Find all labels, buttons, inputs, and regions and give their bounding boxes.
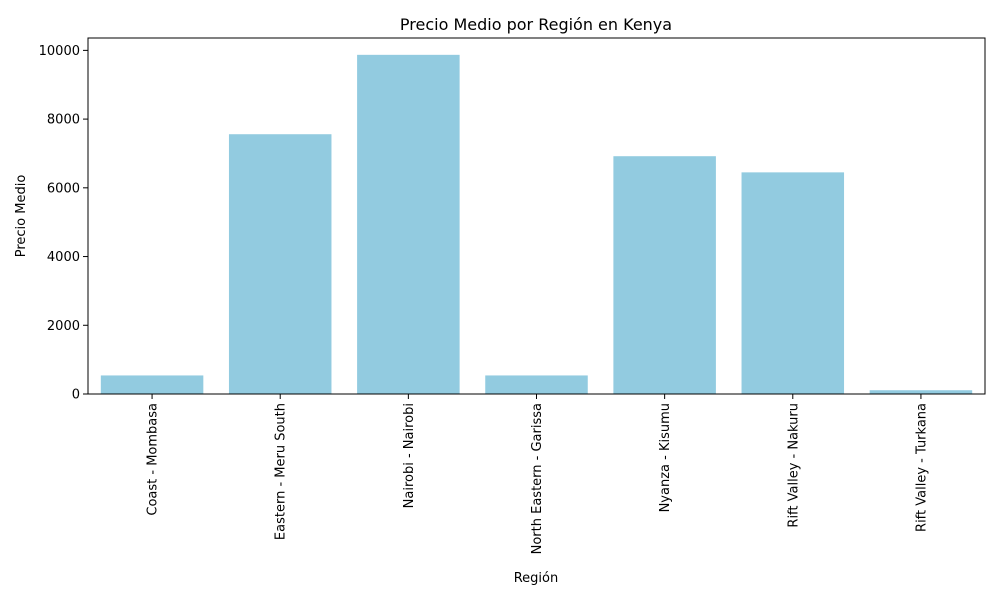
x-tick-label: Nyanza - Kisumu xyxy=(658,403,673,512)
y-tick-label: 2000 xyxy=(47,319,80,334)
y-tick-label: 4000 xyxy=(47,250,80,265)
y-tick-label: 10000 xyxy=(39,44,80,59)
x-tick-label: Coast - Mombasa xyxy=(146,403,161,516)
x-axis-title: Región xyxy=(514,571,559,586)
bar xyxy=(100,375,204,394)
x-tick-label: Rift Valley - Turkana xyxy=(914,403,929,532)
x-tick-label: Rift Valley - Nakuru xyxy=(786,403,801,528)
x-tick-label: Eastern - Meru South xyxy=(274,403,289,540)
y-tick-label: 8000 xyxy=(47,113,80,128)
x-tick-label: Nairobi - Nairobi xyxy=(402,403,417,508)
bar xyxy=(869,390,973,394)
y-tick-label: 6000 xyxy=(47,181,80,196)
y-axis-title: Precio Medio xyxy=(14,175,29,258)
bar xyxy=(485,375,588,394)
bar xyxy=(613,156,716,394)
bar xyxy=(228,134,332,394)
y-tick-label: 0 xyxy=(72,388,80,403)
bar xyxy=(741,172,845,394)
x-tick-label: North Eastern - Garissa xyxy=(530,403,545,554)
plot-area: 0 2000 4000 6000 8000 10000 Coast - Mombasa Eas… xyxy=(39,37,986,554)
chart-title: Precio Medio por Región en Kenya xyxy=(400,15,672,34)
bar xyxy=(357,54,460,395)
plot-frame xyxy=(87,37,986,395)
